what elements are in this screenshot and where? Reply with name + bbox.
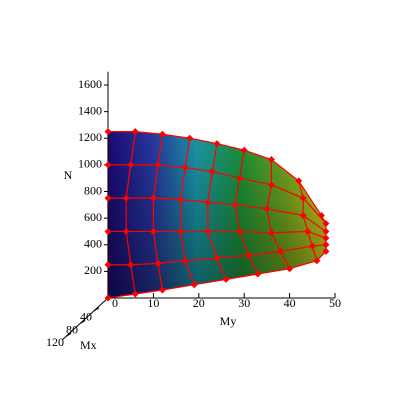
marker xyxy=(104,227,112,235)
marker xyxy=(122,227,130,235)
curve xyxy=(125,131,136,295)
n-tick-label: 800 xyxy=(84,183,102,197)
n-axis-label: N xyxy=(64,168,73,182)
marker xyxy=(204,227,212,235)
my-tick-label: 0 xyxy=(112,296,118,310)
marker xyxy=(299,211,307,219)
marker xyxy=(177,227,185,235)
marker xyxy=(213,140,221,148)
marker xyxy=(104,161,112,169)
curve xyxy=(152,134,164,291)
marker xyxy=(322,247,330,255)
mx-axis-label: Mx xyxy=(80,338,97,352)
surface-shade xyxy=(108,131,326,298)
marker xyxy=(267,229,275,237)
marker xyxy=(104,261,112,269)
marker xyxy=(236,227,244,235)
marker xyxy=(104,128,112,136)
n-tick-label: 200 xyxy=(84,263,102,277)
markers xyxy=(104,128,330,302)
marker xyxy=(286,265,294,273)
marker xyxy=(122,194,130,202)
marker xyxy=(181,164,189,172)
mx-tick-label: 120 xyxy=(46,335,64,349)
marker xyxy=(204,198,212,206)
my-tick-label: 20 xyxy=(193,296,205,310)
curve xyxy=(207,143,227,280)
marker xyxy=(158,130,166,138)
my-tick-label: 40 xyxy=(284,296,296,310)
marker xyxy=(322,227,330,235)
marker xyxy=(127,261,135,269)
my-tick-label: 50 xyxy=(329,296,341,310)
marker xyxy=(127,161,135,169)
my-axis-label: My xyxy=(220,314,237,328)
marker xyxy=(236,174,244,182)
curve xyxy=(266,159,291,269)
marker xyxy=(299,194,307,202)
n-tick-label: 1200 xyxy=(78,130,102,144)
marker xyxy=(322,241,330,249)
n-tick-label: 600 xyxy=(84,210,102,224)
n-tick-label: 1600 xyxy=(78,77,102,91)
marker xyxy=(131,290,139,298)
marker xyxy=(213,254,221,262)
marker xyxy=(154,161,162,169)
marker xyxy=(304,227,312,235)
mx-tick-label: 40 xyxy=(80,310,92,324)
marker xyxy=(267,181,275,189)
marker xyxy=(231,201,239,209)
mx-tick xyxy=(79,320,86,325)
marker xyxy=(277,247,285,255)
my-tick-label: 30 xyxy=(238,296,250,310)
axes: 200 400 600 800 1000 1200 1400 1600 N 0 10 20 30 40 50… xyxy=(46,71,341,352)
marker xyxy=(186,134,194,142)
curve xyxy=(234,150,259,275)
marker xyxy=(177,195,185,203)
n-tick-label: 400 xyxy=(84,237,102,251)
mx-tick xyxy=(65,332,72,337)
marker xyxy=(295,177,303,185)
marker xyxy=(254,270,262,278)
mx-tick xyxy=(93,307,100,312)
marker xyxy=(149,194,157,202)
n-tick-label: 1400 xyxy=(78,103,102,117)
curve xyxy=(180,138,195,285)
marker xyxy=(222,275,230,283)
marker xyxy=(317,211,325,219)
marker xyxy=(313,257,321,265)
marker xyxy=(158,286,166,294)
marker xyxy=(322,234,330,242)
marker xyxy=(104,294,112,302)
marker xyxy=(308,242,316,250)
marker xyxy=(149,227,157,235)
marker xyxy=(131,128,139,136)
marker xyxy=(154,259,162,267)
mx-tick-label: 80 xyxy=(66,322,78,336)
mx-axis xyxy=(62,297,109,340)
marker xyxy=(240,146,248,154)
marker xyxy=(245,251,253,259)
marker xyxy=(181,257,189,265)
marker xyxy=(267,156,275,164)
marker xyxy=(104,194,112,202)
marker xyxy=(322,219,330,227)
marker xyxy=(190,281,198,289)
n-tick-label: 1000 xyxy=(78,157,102,171)
my-tick-label: 10 xyxy=(147,296,159,310)
surface-layer xyxy=(107,130,327,299)
marker xyxy=(263,205,271,213)
marker xyxy=(208,168,216,176)
